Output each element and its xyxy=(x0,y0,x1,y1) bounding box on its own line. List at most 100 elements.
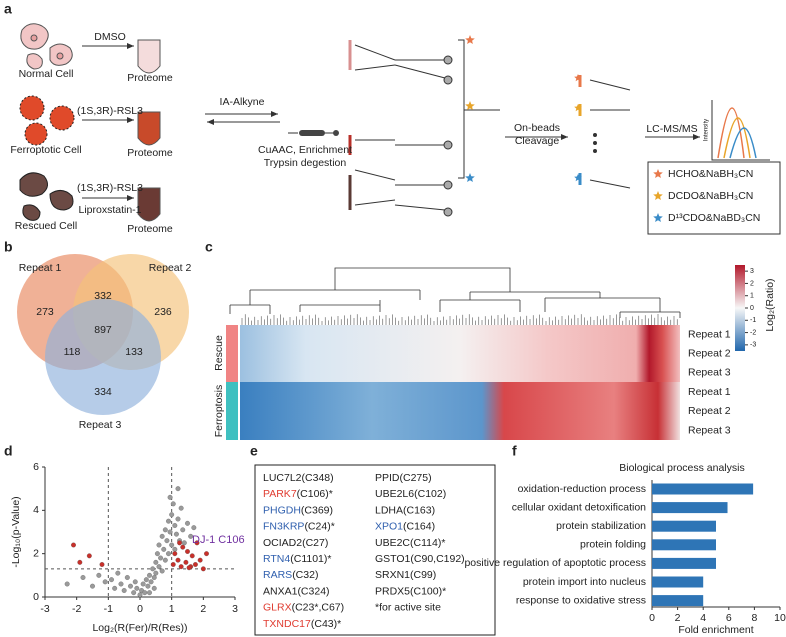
tag-star xyxy=(574,174,582,182)
row-label: Repeat 1 xyxy=(688,386,731,398)
point xyxy=(173,531,179,537)
treatment: (1S,3R)-RSL3 xyxy=(77,182,143,194)
product-label: Proteome xyxy=(127,72,173,84)
point xyxy=(186,565,192,571)
group-bar xyxy=(226,382,238,440)
point xyxy=(132,579,138,585)
panel-label: e xyxy=(250,443,258,459)
group-label: Ferroptosis xyxy=(213,385,225,438)
point xyxy=(153,570,159,576)
site: (C24)* xyxy=(304,520,334,532)
gene: LDHA xyxy=(375,504,403,516)
x-tick-label: 4 xyxy=(700,612,706,624)
beads xyxy=(348,39,500,217)
site: (C1101)* xyxy=(290,553,331,565)
hit-entry: PARK7(C106)* xyxy=(263,488,333,500)
point xyxy=(194,540,200,546)
x-tick-label: -1 xyxy=(104,603,113,615)
cell-label: Ferroptotic Cell xyxy=(10,144,81,156)
axis-label: Intensity xyxy=(704,119,710,141)
step: Trypsin degestion xyxy=(264,157,347,169)
row-label: Repeat 1 xyxy=(688,328,731,340)
bar xyxy=(652,520,716,532)
point xyxy=(147,572,152,578)
region-count: 133 xyxy=(125,346,143,358)
point xyxy=(151,585,157,591)
region-count: 897 xyxy=(94,324,112,336)
bar xyxy=(652,502,728,514)
point xyxy=(96,572,102,578)
product-label: Proteome xyxy=(127,223,173,235)
gene: FN3KRP xyxy=(263,520,304,532)
point xyxy=(90,583,95,589)
point xyxy=(143,577,149,583)
point xyxy=(115,570,121,576)
x-tick-label: -2 xyxy=(72,603,81,615)
group-label: Rescue xyxy=(213,335,225,371)
point xyxy=(180,544,186,550)
tag-star xyxy=(574,74,582,82)
row-label: Repeat 2 xyxy=(688,347,731,359)
point xyxy=(121,588,127,593)
colorbar xyxy=(735,265,745,351)
hit-entry: XPO1(C164) xyxy=(375,520,435,532)
point xyxy=(80,575,86,580)
panel-label: f xyxy=(512,443,517,459)
point xyxy=(64,581,70,587)
x-tick-label: 6 xyxy=(726,612,732,624)
colorbar-tick-label: -3 xyxy=(750,342,756,349)
step: Cleavage xyxy=(515,135,560,147)
point xyxy=(142,590,148,596)
gene: ANXA1 xyxy=(263,585,298,597)
gene: PPID xyxy=(375,472,400,484)
legend-box xyxy=(647,161,781,235)
point xyxy=(167,494,173,500)
panel-label: a xyxy=(4,1,12,17)
dendrogram xyxy=(229,267,681,318)
spectrum xyxy=(711,100,770,161)
x-tick-label: 1 xyxy=(169,603,175,615)
region-count: 334 xyxy=(94,386,112,398)
point xyxy=(172,546,178,552)
analysis: LC-MS/MS xyxy=(646,123,697,135)
region-count: 273 xyxy=(36,306,54,318)
category-label: cellular oxidant detoxification xyxy=(512,501,646,513)
hit-entry: UBE2C(C114)* xyxy=(375,537,445,549)
point xyxy=(140,581,146,587)
hit-entry: LDHA(C163) xyxy=(375,504,435,516)
category-label: protein stabilization xyxy=(556,520,646,532)
point xyxy=(112,585,118,591)
bar xyxy=(652,539,716,551)
site: (C163) xyxy=(403,504,435,516)
hit-entry: RARS(C32) xyxy=(263,569,318,581)
gene: SRXN1 xyxy=(375,569,410,581)
site: (C114)* xyxy=(410,537,445,549)
colorbar-tick-label: -2 xyxy=(750,329,756,336)
point xyxy=(153,559,159,565)
point xyxy=(147,590,152,596)
point xyxy=(156,564,162,570)
x-tick-label: 3 xyxy=(232,603,238,615)
legend-label: DCDO&NaBH₃CN xyxy=(668,190,753,202)
gene: OCIAD2 xyxy=(263,537,302,549)
y-tick-label: 4 xyxy=(33,504,39,516)
point xyxy=(134,585,140,591)
point xyxy=(175,516,181,522)
x-tick-label: 8 xyxy=(751,612,757,624)
point xyxy=(86,553,92,559)
panel-label: d xyxy=(4,443,13,459)
point xyxy=(169,542,175,548)
heatmap-ferroptosis xyxy=(240,382,680,440)
site: (C275) xyxy=(400,472,432,484)
site: (C27) xyxy=(302,537,328,549)
x-tick-label: 2 xyxy=(200,603,206,615)
gene: GLRX xyxy=(263,601,292,613)
bar xyxy=(652,557,716,569)
illustrations xyxy=(17,23,781,636)
x-tick-label: 0 xyxy=(649,612,655,624)
point xyxy=(124,575,130,580)
point xyxy=(189,553,195,559)
point xyxy=(178,505,184,511)
step: CuAAC, Enrichment xyxy=(258,144,352,156)
axes xyxy=(44,467,235,598)
